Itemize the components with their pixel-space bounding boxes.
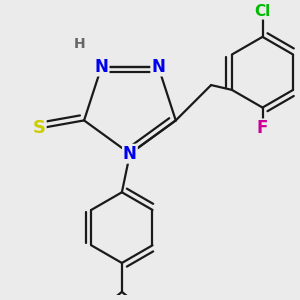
Text: N: N <box>123 145 137 163</box>
Text: S: S <box>33 119 46 137</box>
Text: Cl: Cl <box>254 4 271 19</box>
Text: F: F <box>257 119 268 137</box>
Text: H: H <box>73 37 85 51</box>
Text: N: N <box>94 58 109 76</box>
Text: N: N <box>151 58 165 76</box>
